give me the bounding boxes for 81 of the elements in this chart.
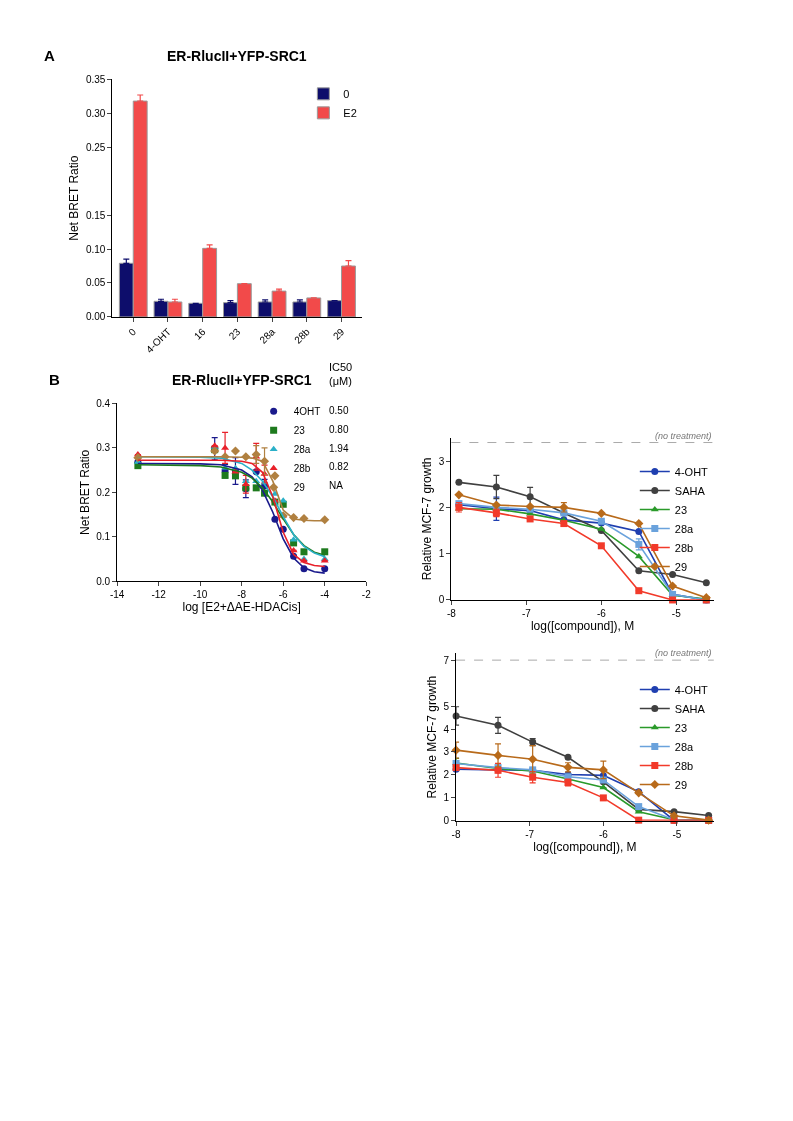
x-tick-label: -7 bbox=[525, 828, 535, 840]
legend-label: 4OHT bbox=[293, 406, 321, 418]
y-axis-title: Relative MCF-7 growth bbox=[420, 457, 435, 581]
x-tick-label: -8 bbox=[451, 828, 461, 840]
ref-line-label: (no treatment) bbox=[655, 431, 712, 441]
legend-label: SAHA bbox=[674, 484, 706, 497]
text: IC50 (μM) bbox=[329, 361, 353, 388]
y-tick-label: 0.30 bbox=[85, 107, 106, 119]
x-tick-label: 16 bbox=[191, 325, 208, 342]
y-tick-label: 1 bbox=[438, 548, 445, 560]
x-tick-label: -8 bbox=[237, 589, 247, 601]
x-tick-label: -6 bbox=[596, 607, 607, 619]
x-tick-label: -4 bbox=[320, 589, 330, 601]
chart-title: ER-RlucII+YFP-SRC1 bbox=[167, 48, 307, 64]
x-tick-label: -14 bbox=[109, 589, 125, 601]
x-tick-label: -5 bbox=[672, 828, 682, 840]
y-tick-label: 4 bbox=[443, 723, 450, 735]
x-tick-label: 29 bbox=[330, 325, 347, 342]
y-tick-label: 0 bbox=[443, 815, 450, 827]
text: B bbox=[49, 371, 60, 388]
legend-label: 23 bbox=[674, 503, 688, 516]
annotation: 1.94 bbox=[329, 443, 349, 454]
y-tick-label: 0.35 bbox=[85, 73, 106, 85]
ref-line-label: (no treatment) bbox=[655, 648, 712, 658]
x-tick-label: -10 bbox=[192, 589, 208, 601]
legend-label: 28a bbox=[674, 522, 695, 535]
x-axis-title: log [E2+ΔAE-HDACis] bbox=[182, 600, 301, 615]
chart-title: ER-RlucII+YFP-SRC1 bbox=[172, 372, 312, 388]
y-axis-title: Net BRET Ratio bbox=[77, 449, 92, 535]
x-tick-label: -12 bbox=[151, 589, 167, 601]
y-tick-label: 0.05 bbox=[85, 277, 106, 289]
y-tick-label: 0.10 bbox=[85, 243, 106, 255]
legend-label: 29 bbox=[293, 482, 306, 494]
y-tick-label: 5 bbox=[443, 700, 450, 712]
y-tick-label: 0.2 bbox=[96, 486, 111, 498]
y-tick-label: 0.15 bbox=[85, 209, 106, 221]
x-tick-label: 28a bbox=[257, 325, 278, 346]
legend-label: 28b bbox=[293, 463, 311, 475]
legend-label: 4-OHT bbox=[674, 465, 709, 478]
legend-label: 29 bbox=[674, 560, 688, 573]
legend-label: 28b bbox=[674, 759, 694, 772]
x-tick-label: -2 bbox=[361, 589, 372, 601]
y-tick-label: 0.4 bbox=[96, 397, 111, 409]
y-tick-label: 0.00 bbox=[85, 311, 106, 323]
annotation: NA bbox=[329, 480, 344, 491]
text: A bbox=[44, 47, 55, 64]
x-tick-label: 28b bbox=[292, 325, 313, 346]
legend-label: 23 bbox=[674, 721, 688, 734]
x-axis-title: log([compound]), M bbox=[530, 618, 635, 633]
x-tick-label: -6 bbox=[598, 828, 609, 840]
y-tick-label: 3 bbox=[443, 746, 450, 758]
y-tick-label: 7 bbox=[443, 654, 450, 666]
legend-label: 28a bbox=[674, 740, 695, 753]
annotation: 0.50 bbox=[329, 405, 349, 416]
x-axis-title: log([compound]), M bbox=[533, 839, 637, 854]
legend-label: 0 bbox=[343, 88, 350, 101]
y-axis-title: Net BRET Ratio bbox=[67, 155, 82, 241]
y-tick-label: 3 bbox=[438, 455, 445, 467]
x-tick-label: -7 bbox=[521, 607, 532, 619]
legend-label: E2 bbox=[343, 107, 357, 120]
x-tick-label: -8 bbox=[446, 607, 457, 619]
y-axis-title: Relative MCF-7 growth bbox=[424, 675, 439, 799]
y-tick-label: 1 bbox=[443, 792, 450, 804]
y-tick-label: 0.0 bbox=[96, 575, 111, 587]
legend-label: 4-OHT bbox=[674, 683, 709, 696]
y-tick-label: 0.25 bbox=[85, 141, 106, 153]
legend-label: 23 bbox=[293, 425, 306, 437]
x-tick-label: -6 bbox=[278, 589, 289, 601]
x-tick-label: 0 bbox=[126, 325, 139, 338]
annotation: 0.82 bbox=[329, 461, 349, 472]
legend-label: SAHA bbox=[674, 702, 706, 715]
y-tick-label: 0.1 bbox=[96, 531, 111, 543]
legend-label: 29 bbox=[674, 778, 688, 791]
legend-label: 28b bbox=[674, 541, 694, 554]
y-tick-label: 0.3 bbox=[96, 442, 111, 454]
legend-label: 28a bbox=[293, 444, 311, 456]
x-tick-label: 23 bbox=[226, 325, 243, 342]
x-tick-label: -5 bbox=[671, 607, 682, 619]
y-tick-label: 2 bbox=[438, 501, 445, 513]
annotation: 0.80 bbox=[329, 424, 349, 435]
y-tick-label: 2 bbox=[443, 769, 450, 781]
